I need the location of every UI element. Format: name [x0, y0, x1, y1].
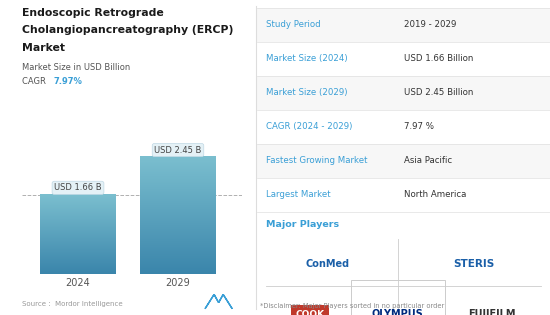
Text: 7.97 %: 7.97 % [404, 123, 434, 131]
Text: ConMed: ConMed [306, 259, 350, 269]
Polygon shape [219, 295, 232, 309]
Text: 7.97%: 7.97% [54, 77, 83, 86]
Text: Major Players: Major Players [266, 220, 339, 229]
Text: USD 1.66 B: USD 1.66 B [54, 183, 102, 192]
Text: USD 1.66 Billion: USD 1.66 Billion [404, 54, 473, 63]
Text: COOK: COOK [295, 310, 324, 315]
Text: FUJIFILM: FUJIFILM [468, 309, 515, 315]
Text: CAGR: CAGR [22, 77, 48, 86]
Bar [257, 144, 550, 178]
Text: Largest Market: Largest Market [266, 191, 331, 199]
Text: Asia Pacific: Asia Pacific [404, 157, 452, 165]
Bar [257, 76, 550, 110]
Text: Cholangiopancreatography (ERCP): Cholangiopancreatography (ERCP) [22, 25, 233, 35]
Text: STERIS: STERIS [453, 259, 494, 269]
Text: Market Size (2029): Market Size (2029) [266, 89, 348, 97]
Text: USD 2.45 Billion: USD 2.45 Billion [404, 89, 473, 97]
Text: OLYMPUS: OLYMPUS [372, 309, 424, 315]
Text: CAGR (2024 - 2029): CAGR (2024 - 2029) [266, 123, 353, 131]
Text: Study Period: Study Period [266, 20, 321, 29]
Text: 2019 - 2029: 2019 - 2029 [404, 20, 456, 29]
Text: Market: Market [22, 43, 65, 53]
Text: Endoscopic Retrograde: Endoscopic Retrograde [22, 8, 164, 18]
Text: *Disclaimer: Major Players sorted in no particular order: *Disclaimer: Major Players sorted in no … [260, 303, 444, 309]
Text: Source :  Mordor Intelligence: Source : Mordor Intelligence [22, 301, 123, 307]
Text: Market Size (2024): Market Size (2024) [266, 54, 348, 63]
Polygon shape [205, 295, 219, 309]
Text: Market Size in USD Billion: Market Size in USD Billion [22, 63, 130, 72]
Text: North America: North America [404, 191, 466, 199]
Bar [257, 42, 550, 76]
Bar [351, 280, 444, 315]
Bar [257, 110, 550, 144]
Bar [257, 8, 550, 42]
Bar [257, 178, 550, 212]
Text: USD 2.45 B: USD 2.45 B [155, 146, 202, 155]
Text: Fastest Growing Market: Fastest Growing Market [266, 157, 368, 165]
